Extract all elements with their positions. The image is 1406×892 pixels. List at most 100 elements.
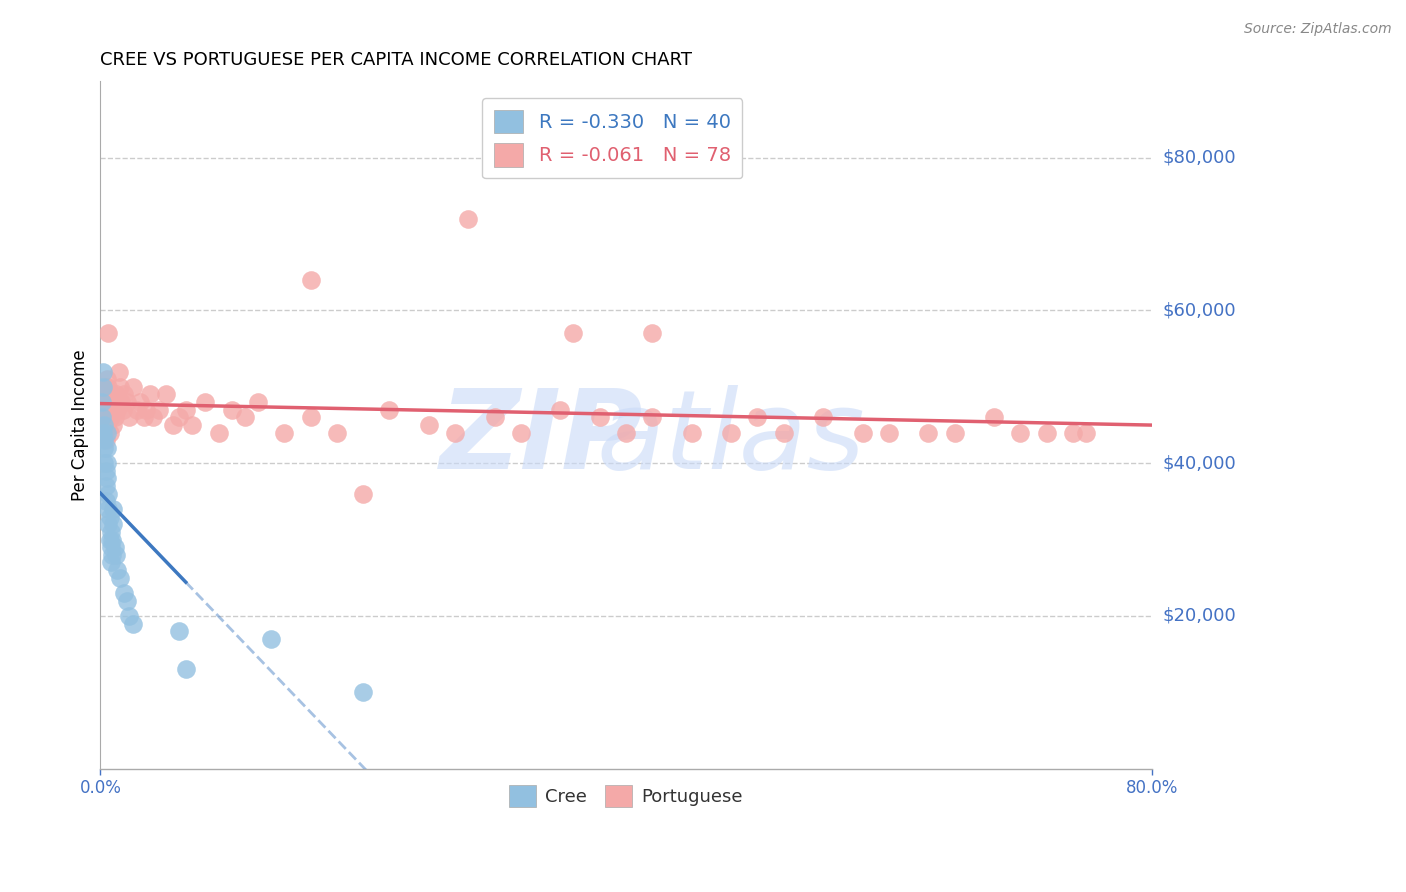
Point bbox=[100, 410, 122, 425]
Point bbox=[128, 395, 150, 409]
Point bbox=[96, 395, 118, 409]
Point bbox=[247, 395, 270, 409]
Point bbox=[122, 616, 145, 631]
Point bbox=[167, 624, 190, 639]
Point bbox=[148, 402, 170, 417]
Point bbox=[101, 402, 124, 417]
Point bbox=[299, 410, 322, 425]
Point bbox=[100, 540, 122, 554]
Point bbox=[100, 556, 122, 570]
Point bbox=[299, 273, 322, 287]
Point bbox=[98, 509, 121, 524]
Point bbox=[110, 395, 132, 409]
Point bbox=[1074, 425, 1097, 440]
Legend: Cree, Portuguese: Cree, Portuguese bbox=[502, 778, 749, 814]
Point bbox=[155, 387, 177, 401]
Point bbox=[96, 417, 118, 432]
Point bbox=[641, 326, 664, 341]
Point bbox=[90, 410, 112, 425]
Point bbox=[1010, 425, 1032, 440]
Point bbox=[100, 387, 122, 401]
Point bbox=[135, 402, 157, 417]
Point bbox=[983, 410, 1005, 425]
Point bbox=[772, 425, 794, 440]
Point bbox=[108, 380, 131, 394]
Point bbox=[98, 410, 121, 425]
Point bbox=[484, 410, 506, 425]
Text: ZIP: ZIP bbox=[440, 385, 644, 492]
Point bbox=[207, 425, 229, 440]
Point bbox=[352, 685, 374, 699]
Point bbox=[93, 456, 115, 470]
Point bbox=[115, 395, 138, 409]
Point bbox=[90, 410, 112, 425]
Point bbox=[641, 410, 664, 425]
Point bbox=[93, 402, 115, 417]
Point bbox=[100, 524, 122, 539]
Point bbox=[96, 456, 118, 470]
Point bbox=[108, 571, 131, 585]
Point bbox=[457, 211, 479, 226]
Point bbox=[97, 380, 120, 394]
Point bbox=[98, 533, 121, 547]
Point bbox=[93, 441, 115, 455]
Y-axis label: Per Capita Income: Per Capita Income bbox=[72, 349, 89, 500]
Point bbox=[720, 425, 742, 440]
Point bbox=[115, 593, 138, 607]
Point bbox=[233, 410, 256, 425]
Point bbox=[352, 487, 374, 501]
Point bbox=[104, 540, 127, 554]
Point bbox=[273, 425, 295, 440]
Point bbox=[93, 434, 115, 448]
Point bbox=[326, 425, 349, 440]
Point bbox=[221, 402, 243, 417]
Point bbox=[418, 417, 440, 432]
Point bbox=[101, 548, 124, 562]
Point bbox=[97, 502, 120, 516]
Text: $20,000: $20,000 bbox=[1163, 607, 1236, 625]
Text: CREE VS PORTUGUESE PER CAPITA INCOME CORRELATION CHART: CREE VS PORTUGUESE PER CAPITA INCOME COR… bbox=[100, 51, 692, 69]
Point bbox=[91, 425, 114, 440]
Point bbox=[118, 608, 141, 623]
Text: $60,000: $60,000 bbox=[1163, 301, 1236, 319]
Point bbox=[107, 365, 129, 379]
Point bbox=[118, 410, 141, 425]
Point bbox=[174, 662, 197, 676]
Point bbox=[94, 464, 117, 478]
Point bbox=[107, 402, 129, 417]
Point bbox=[851, 425, 873, 440]
Text: atlas: atlas bbox=[596, 385, 866, 492]
Point bbox=[98, 425, 121, 440]
Point bbox=[103, 395, 125, 409]
Point bbox=[127, 402, 149, 417]
Point bbox=[96, 441, 118, 455]
Point bbox=[91, 425, 114, 440]
Point bbox=[96, 372, 118, 386]
Point bbox=[96, 471, 118, 485]
Point bbox=[747, 410, 769, 425]
Point bbox=[1035, 425, 1057, 440]
Point bbox=[91, 380, 114, 394]
Point bbox=[378, 402, 401, 417]
Text: Source: ZipAtlas.com: Source: ZipAtlas.com bbox=[1244, 22, 1392, 37]
Point bbox=[94, 479, 117, 493]
Point bbox=[562, 326, 585, 341]
Point bbox=[162, 417, 184, 432]
Point bbox=[181, 417, 204, 432]
Point bbox=[167, 410, 190, 425]
Point bbox=[550, 402, 572, 417]
Point bbox=[97, 326, 120, 341]
Point bbox=[94, 434, 117, 448]
Point bbox=[122, 380, 145, 394]
Point bbox=[194, 395, 217, 409]
Point bbox=[103, 417, 125, 432]
Text: $40,000: $40,000 bbox=[1163, 454, 1236, 472]
Point bbox=[260, 632, 283, 646]
Point bbox=[94, 380, 117, 394]
Point bbox=[97, 517, 120, 532]
Point bbox=[142, 410, 165, 425]
Text: $80,000: $80,000 bbox=[1163, 149, 1236, 167]
Point bbox=[107, 563, 129, 577]
Point bbox=[112, 387, 135, 401]
Point bbox=[96, 425, 118, 440]
